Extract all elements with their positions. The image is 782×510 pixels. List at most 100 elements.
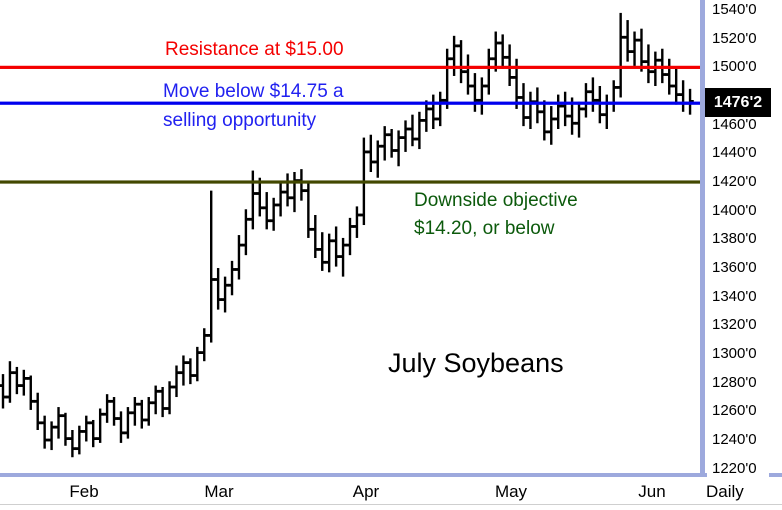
open-tick — [13, 371, 17, 375]
close-tick — [676, 93, 680, 96]
close-tick — [336, 255, 340, 258]
ohlc-bar — [584, 83, 588, 118]
close-tick — [663, 73, 666, 76]
ohlc-bar — [43, 415, 46, 449]
price-axis-tick-label: 1220'0 — [712, 459, 757, 473]
open-tick — [596, 98, 600, 102]
close-tick — [350, 225, 354, 228]
close-tick — [274, 203, 278, 207]
open-tick — [186, 361, 190, 365]
price-axis-tick-label: 1340'0 — [712, 287, 757, 305]
open-tick — [61, 414, 65, 418]
open-tick — [478, 98, 482, 102]
ohlc-bar — [119, 411, 123, 443]
close-tick — [232, 268, 236, 271]
close-tick — [572, 121, 576, 125]
close-tick — [399, 136, 403, 139]
ohlc-bar — [71, 430, 74, 458]
ohlc-bar — [140, 399, 143, 429]
open-tick — [367, 150, 371, 154]
open-tick — [68, 437, 72, 440]
open-tick — [242, 243, 246, 247]
ohlc-bar — [418, 111, 421, 150]
open-tick — [415, 137, 419, 141]
price-axis-tick-label: 1500'0 — [712, 58, 757, 76]
ohlc-bar — [550, 106, 553, 145]
open-tick — [311, 227, 315, 231]
ohlc-bar — [369, 134, 373, 172]
close-tick — [17, 384, 21, 387]
ohlc-bar — [126, 407, 130, 439]
ohlc-bar — [15, 366, 19, 395]
close-tick — [149, 401, 153, 405]
close-tick — [406, 127, 410, 131]
close-tick — [38, 421, 42, 425]
close-tick — [433, 117, 437, 121]
ohlc-bar — [668, 58, 671, 95]
ohlc-bar — [529, 91, 532, 129]
ohlc-bar — [286, 173, 289, 207]
close-tick — [378, 144, 382, 148]
downside-objective-line — [0, 180, 700, 184]
price-axis-tick-label: 1400'0 — [712, 201, 757, 219]
close-tick — [184, 361, 188, 365]
ohlc-bar — [605, 94, 608, 129]
open-tick — [325, 260, 329, 264]
close-tick — [59, 414, 63, 418]
sell-signal-line — [0, 101, 700, 105]
open-tick — [47, 438, 51, 442]
open-tick — [34, 399, 37, 403]
close-tick — [100, 412, 104, 416]
open-tick — [505, 55, 509, 59]
ohlc-bar — [355, 206, 359, 238]
price-chart — [0, 12, 700, 458]
close-tick — [267, 219, 271, 223]
time-axis: Daily Feb Mar Apr May Jun — [0, 477, 782, 504]
close-tick — [538, 110, 542, 114]
time-axis-line — [0, 473, 707, 477]
close-tick — [316, 248, 319, 251]
ohlc-bar — [50, 421, 53, 451]
close-tick — [163, 407, 167, 410]
open-tick — [200, 351, 204, 354]
time-axis-month-label: Mar — [204, 482, 234, 501]
open-tick — [110, 399, 114, 403]
close-tick — [447, 57, 451, 61]
open-tick — [27, 377, 31, 380]
ohlc-bar — [314, 215, 317, 258]
close-tick — [357, 213, 361, 217]
close-tick — [628, 50, 632, 53]
ohlc-bar — [98, 408, 102, 443]
close-tick — [489, 57, 493, 61]
ohlc-bar — [8, 361, 12, 403]
open-tick — [485, 84, 489, 88]
ohlc-bar — [376, 140, 379, 178]
open-tick — [82, 430, 86, 433]
open-tick — [498, 41, 502, 45]
chart-title: July Soybeans — [388, 348, 564, 378]
open-tick — [589, 90, 593, 94]
close-tick — [427, 107, 431, 111]
open-tick — [651, 70, 655, 74]
open-tick — [117, 417, 121, 420]
ohlc-bar — [133, 397, 137, 426]
ohlc-bar — [557, 94, 560, 129]
open-tick — [575, 121, 579, 125]
close-tick — [198, 351, 202, 354]
close-tick — [642, 60, 646, 64]
close-tick — [86, 421, 90, 425]
close-tick — [510, 76, 514, 79]
close-tick — [225, 283, 229, 287]
ohlc-bar — [168, 381, 171, 415]
open-tick — [138, 402, 142, 406]
close-tick — [517, 96, 521, 99]
ohlc-bar — [334, 226, 338, 267]
time-axis-month-label: May — [494, 482, 528, 501]
ohlc-bar — [515, 58, 518, 109]
open-tick — [665, 73, 669, 76]
open-tick — [630, 50, 634, 53]
downside-objective-line2: $14.20, or below — [414, 218, 555, 239]
open-tick — [158, 389, 162, 393]
close-tick — [586, 90, 590, 94]
open-tick — [353, 225, 357, 228]
